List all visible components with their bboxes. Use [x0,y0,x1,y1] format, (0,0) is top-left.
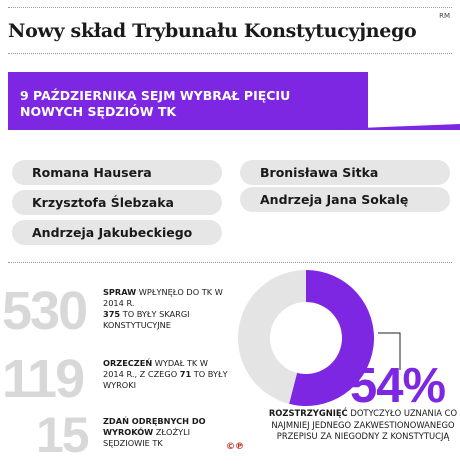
donut-slice-rest [238,270,306,404]
top-rule [8,7,452,8]
judge-pill: Bronisława Sitka [240,160,450,185]
banner-text: 9 PAŹDZIERNIKA SEJM WYBRAŁ PIĘCIU NOWYCH… [20,88,291,119]
headline-banner: 9 PAŹDZIERNIKA SEJM WYBRAŁ PIĘCIU NOWYCH… [8,72,460,134]
credit: RM [439,12,450,20]
stat-number: 119 [2,349,85,409]
judge-name: Romana Hausera [32,165,152,180]
judge-name: Bronisława Sitka [260,165,379,180]
judge-pill: Romana Hausera [12,160,222,185]
judge-pill: Andrzeja Jakubeckiego [12,220,222,245]
section-rule [8,262,452,263]
stat-text: SPRAW WPŁYNĘŁO DO TK W 2014 R. 375 TO BY… [103,287,223,330]
stat-text: ZDAŃ ODRĘBNYCH DO WYROKÓW ZŁOŻYLI SĘDZIO… [103,416,206,448]
donut-chart [238,270,375,406]
percent-label: 54% [350,359,446,413]
judge-name: Krzysztofa Ślebzaka [32,195,174,210]
donut-slice-value [289,270,375,406]
judge-name: Andrzeja Jakubeckiego [32,225,193,240]
stat-number: 15 [36,407,90,463]
banner-shape [8,72,460,130]
judge-pill: Andrzeja Jana Sokalę [240,187,450,212]
stat-text: ORZECZEŃ WYDAŁ TK W 2014 R., Z CZEGO 71 … [103,358,228,390]
judge-pill: Krzysztofa Ślebzaka [12,190,222,215]
title-rule [8,53,452,54]
pie-caption: ROZSTRZYGNIĘĆ DOTYCZYŁO UZNANIA CO NAJMN… [268,408,458,441]
judge-name: Andrzeja Jana Sokalę [260,192,409,207]
copyright-icons: ©℗ [226,442,244,452]
leader-line [378,332,401,370]
page-title: Nowy skład Trybunału Konstytucyjnego [8,20,417,42]
stat-number: 530 [2,281,88,341]
